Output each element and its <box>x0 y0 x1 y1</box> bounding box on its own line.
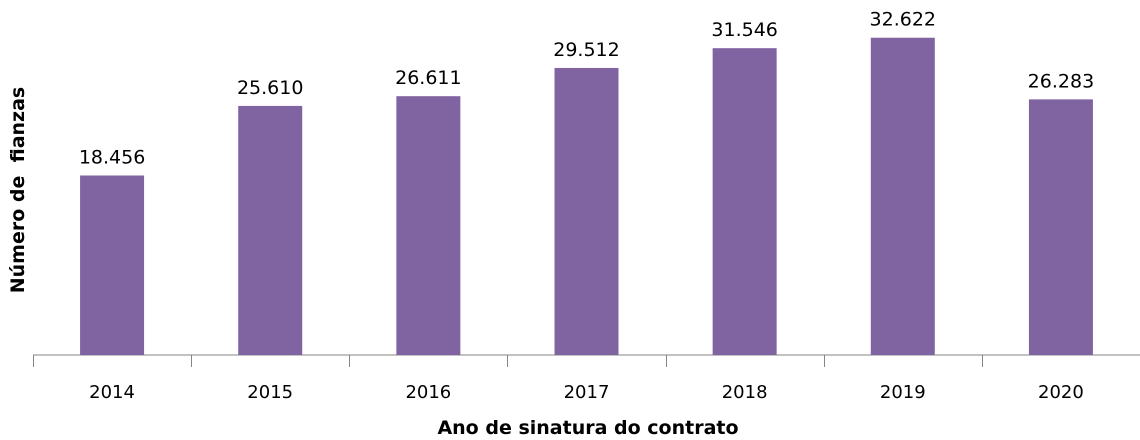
y-axis-label: Número de fianzas <box>7 86 29 294</box>
bar-2018 <box>712 48 777 355</box>
bar-2015 <box>238 105 303 355</box>
x-tick-label: 2016 <box>405 382 451 403</box>
x-axis-label: Ano de sinatura do contrato <box>437 417 739 439</box>
bar-2020 <box>1028 99 1093 355</box>
data-label: 32.622 <box>870 9 936 31</box>
x-tick-label: 2020 <box>1038 382 1084 403</box>
data-label: 31.546 <box>711 19 777 41</box>
data-label: 26.283 <box>1028 70 1094 92</box>
data-label: 26.611 <box>395 67 461 89</box>
x-tick-label: 2018 <box>722 382 768 403</box>
x-tick-label: 2014 <box>89 382 135 403</box>
x-tick-label: 2015 <box>247 382 293 403</box>
bar-2016 <box>396 96 461 355</box>
data-label: 25.610 <box>237 77 303 99</box>
x-tick-label: 2019 <box>880 382 926 403</box>
data-label: 29.512 <box>553 39 619 61</box>
data-label: 18.456 <box>79 146 145 168</box>
bar-2014 <box>80 175 145 355</box>
bar-2017 <box>554 67 619 355</box>
bar-2019 <box>870 37 935 356</box>
x-tick-label: 2017 <box>564 382 610 403</box>
